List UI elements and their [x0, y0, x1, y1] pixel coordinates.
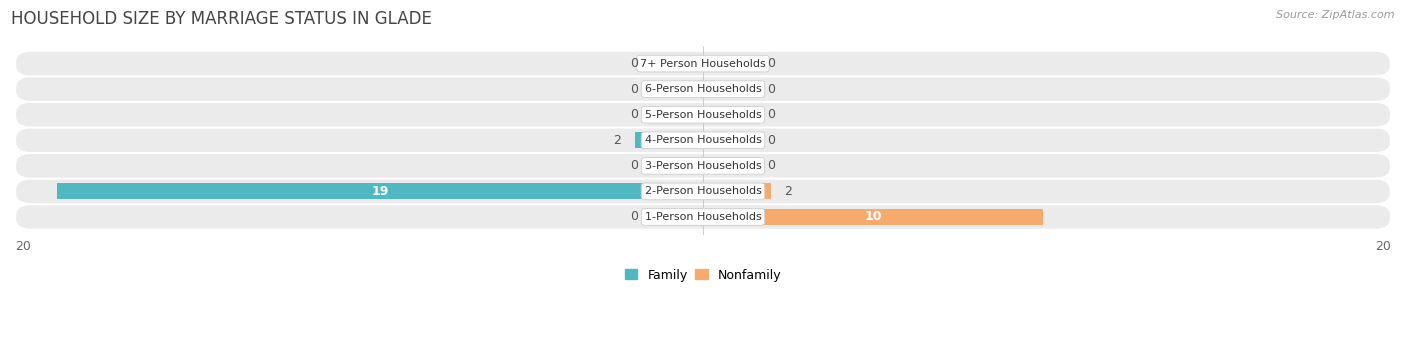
Text: 19: 19	[371, 185, 388, 198]
Bar	[56, 183, 703, 199]
FancyBboxPatch shape	[15, 129, 1391, 152]
Text: 10: 10	[865, 210, 882, 223]
Text: 2-Person Households: 2-Person Households	[644, 187, 762, 196]
Text: 0: 0	[768, 57, 776, 70]
Text: 0: 0	[630, 57, 638, 70]
Bar	[703, 81, 754, 97]
Text: 0: 0	[768, 134, 776, 147]
FancyBboxPatch shape	[15, 180, 1391, 203]
Bar	[703, 132, 754, 148]
Bar	[703, 209, 1043, 225]
Text: 2: 2	[613, 134, 621, 147]
Text: HOUSEHOLD SIZE BY MARRIAGE STATUS IN GLADE: HOUSEHOLD SIZE BY MARRIAGE STATUS IN GLA…	[11, 10, 432, 28]
FancyBboxPatch shape	[15, 52, 1391, 75]
Bar	[636, 132, 703, 148]
Text: 4-Person Households: 4-Person Households	[644, 135, 762, 145]
Text: 0: 0	[768, 83, 776, 95]
Text: 5-Person Households: 5-Person Households	[644, 110, 762, 120]
Legend: Family, Nonfamily: Family, Nonfamily	[624, 269, 782, 282]
FancyBboxPatch shape	[15, 205, 1391, 229]
FancyBboxPatch shape	[15, 103, 1391, 127]
Text: 0: 0	[630, 210, 638, 223]
Text: 6-Person Households: 6-Person Households	[644, 84, 762, 94]
Bar	[703, 56, 754, 72]
Bar	[652, 81, 703, 97]
Bar	[652, 56, 703, 72]
Bar	[703, 183, 770, 199]
Bar	[703, 107, 754, 123]
Text: 7+ Person Households: 7+ Person Households	[640, 59, 766, 69]
Text: 0: 0	[768, 108, 776, 121]
Text: 0: 0	[630, 159, 638, 172]
FancyBboxPatch shape	[15, 77, 1391, 101]
FancyBboxPatch shape	[15, 154, 1391, 178]
Bar	[652, 158, 703, 174]
Text: 2: 2	[785, 185, 793, 198]
Text: 3-Person Households: 3-Person Households	[644, 161, 762, 171]
Text: 0: 0	[768, 159, 776, 172]
Bar	[652, 107, 703, 123]
Bar	[652, 209, 703, 225]
Text: 1-Person Households: 1-Person Households	[644, 212, 762, 222]
Bar	[703, 158, 754, 174]
Text: 0: 0	[630, 108, 638, 121]
Text: Source: ZipAtlas.com: Source: ZipAtlas.com	[1277, 10, 1395, 20]
Text: 0: 0	[630, 83, 638, 95]
